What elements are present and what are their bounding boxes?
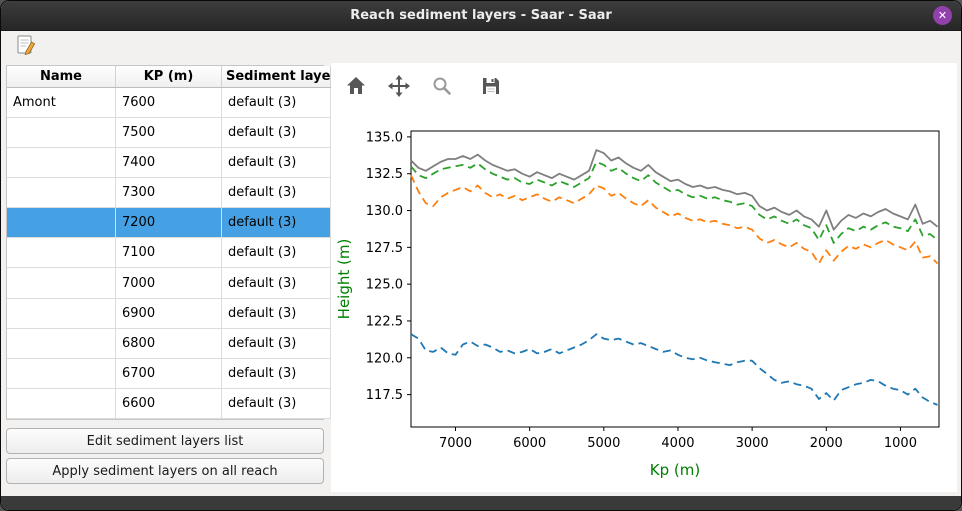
cell-layers[interactable]: default (3) [221,298,331,329]
cell-name[interactable]: Amont [7,87,116,119]
table-row[interactable]: 6900 default (3) [7,298,331,329]
header-name[interactable]: Name [7,66,116,88]
cell-name[interactable] [7,328,116,359]
save-button[interactable] [476,73,506,103]
zoom-icon [430,74,454,102]
move-icon [387,74,411,102]
window-bottom-edge [1,496,961,510]
cell-kp[interactable]: 6800 [115,328,222,359]
home-button[interactable] [341,73,371,103]
svg-text:1000: 1000 [884,436,917,451]
table-row[interactable]: 7500 default (3) [7,117,331,149]
header-kp[interactable]: KP (m) [115,66,222,88]
cell-name[interactable] [7,207,116,239]
cell-kp[interactable]: 7200 [115,207,222,239]
table-header-row: Name KP (m) Sediment layers [7,66,331,88]
svg-text:120.0: 120.0 [366,351,403,366]
cell-name[interactable] [7,267,116,299]
cell-layers[interactable]: default (3) [221,87,331,119]
table-row[interactable]: 7000 default (3) [7,267,331,299]
cell-name[interactable] [7,358,116,389]
svg-text:2000: 2000 [810,436,843,451]
svg-text:127.5: 127.5 [366,241,403,256]
svg-text:122.5: 122.5 [366,314,403,329]
cell-layers[interactable]: default (3) [221,388,331,420]
svg-text:5000: 5000 [587,436,620,451]
svg-text:117.5: 117.5 [366,388,403,403]
edit-reach-button[interactable] [13,34,39,59]
cell-layers[interactable]: default (3) [221,207,331,239]
svg-text:Height (m): Height (m) [335,239,353,320]
table-row[interactable]: 6600 default (3) [7,388,331,420]
svg-text:Kp (m): Kp (m) [650,461,700,479]
titlebar: Reach sediment layers - Saar - Saar ✕ [1,1,961,31]
close-icon[interactable]: ✕ [933,6,952,25]
edit-sediment-layers-button[interactable]: Edit sediment layers list [6,428,324,454]
cell-name[interactable] [7,117,116,149]
zoom-button[interactable] [427,73,457,103]
svg-text:135.0: 135.0 [366,130,403,145]
svg-text:3000: 3000 [736,436,769,451]
main-toolbar [1,30,961,62]
cell-kp[interactable]: 6700 [115,358,222,389]
table-row[interactable]: 6700 default (3) [7,358,331,389]
apply-sediment-layers-button[interactable]: Apply sediment layers on all reach [6,458,324,484]
table-row[interactable]: Amont 7600 default (3) [7,87,331,119]
window-title: Reach sediment layers - Saar - Saar [350,8,612,23]
svg-text:4000: 4000 [661,436,694,451]
home-icon [344,74,368,102]
cell-kp[interactable]: 6900 [115,298,222,329]
svg-text:6000: 6000 [513,436,546,451]
cell-layers[interactable]: default (3) [221,267,331,299]
cell-layers[interactable]: default (3) [221,237,331,269]
cell-kp[interactable]: 7400 [115,147,222,179]
svg-text:7000: 7000 [439,436,472,451]
cell-name[interactable] [7,147,116,179]
cell-kp[interactable]: 7600 [115,87,222,119]
plot-toolbar [341,71,506,105]
table-row[interactable]: 7300 default (3) [7,177,331,209]
edit-icon [15,34,37,60]
cell-name[interactable] [7,237,116,269]
pan-button[interactable] [384,73,414,103]
cell-layers[interactable]: default (3) [221,147,331,179]
cell-kp[interactable]: 7000 [115,267,222,299]
header-sediment-layers[interactable]: Sediment layers [221,66,331,88]
cell-layers[interactable]: default (3) [221,328,331,359]
cell-layers[interactable]: default (3) [221,358,331,389]
cell-kp[interactable]: 7300 [115,177,222,209]
cell-layers[interactable]: default (3) [221,177,331,209]
table-row[interactable]: 7400 default (3) [7,147,331,179]
cell-kp[interactable]: 7100 [115,237,222,269]
svg-text:130.0: 130.0 [366,204,403,219]
sediment-table-body: Amont 7600 default (3) 7500 default (3) 7400 d… [7,87,331,420]
svg-text:132.5: 132.5 [366,167,403,182]
plot-panel: 7000 6000 5000 4000 3000 2000 1000 117.5 120.0 12… [331,63,957,492]
cell-layers[interactable]: default (3) [221,117,331,149]
profile-chart-canvas[interactable]: 7000 6000 5000 4000 3000 2000 1000 117.5 120.0 12… [333,109,953,487]
table-row[interactable]: 6800 default (3) [7,328,331,359]
svg-text:125.0: 125.0 [366,278,403,293]
cell-name[interactable] [7,298,116,329]
cell-kp[interactable]: 6600 [115,388,222,420]
save-icon [479,74,503,102]
sediment-table: Name KP (m) Sediment layers Amont7600def… [6,65,343,420]
table-row[interactable]: 7100 default (3) [7,237,331,269]
cell-kp[interactable]: 7500 [115,117,222,149]
table-row[interactable]: 7200 default (3) [7,207,331,239]
cell-name[interactable] [7,177,116,209]
cell-name[interactable] [7,388,116,420]
